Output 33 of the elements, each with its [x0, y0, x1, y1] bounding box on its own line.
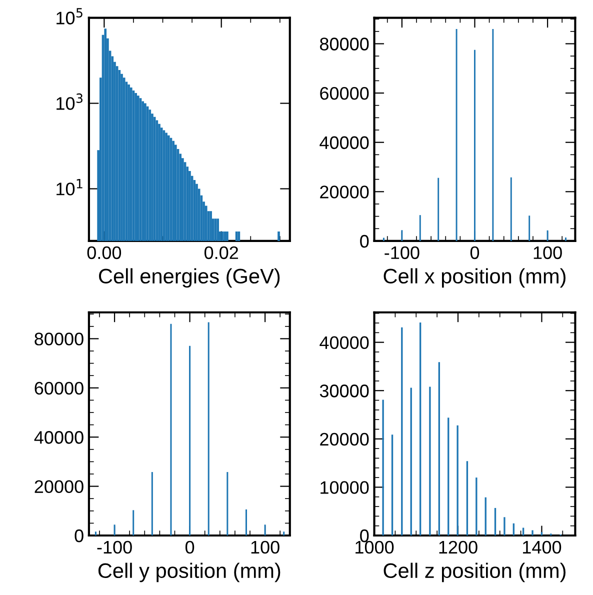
y-tick-label: 20000	[320, 186, 369, 198]
x-axis-title: Cell y position (mm)	[98, 562, 280, 582]
y-tick-label: 0	[74, 529, 84, 542]
y-tick-label: 80000	[34, 332, 84, 346]
x-tick-label: 100	[534, 246, 562, 260]
y-tick-label: 0	[360, 234, 369, 248]
x-tick-label: 0	[185, 540, 194, 554]
y-tick-label: 20000	[320, 432, 369, 446]
x-tick-label: 1200	[439, 540, 478, 554]
y-tick-label: 0	[360, 529, 369, 542]
y-tick-label: 60000	[320, 86, 369, 100]
y-tick-label: 40000	[34, 431, 84, 444]
x-tick-label: 0	[470, 246, 480, 260]
x-axis-title: Cell x position (mm)	[384, 268, 566, 288]
x-tick-label: 0.00	[87, 246, 122, 260]
y-tick-label: 60000	[34, 382, 84, 395]
x-tick-label: 0.02	[204, 246, 238, 260]
x-tick-label: -100	[384, 246, 420, 260]
x-tick-label: 100	[251, 540, 280, 554]
y-tick-label: 10$^{5}$	[56, 8, 82, 24]
x-tick-label: 1400	[523, 540, 562, 554]
y-tick-label: 20000	[34, 480, 84, 494]
y-tick-label: 80000	[320, 38, 369, 50]
y-tick-label: 30000	[320, 384, 369, 398]
x-tick-label: -100	[97, 540, 132, 554]
y-tick-label: 10$^{1}$	[56, 179, 82, 196]
y-tick-label: 10$^{3}$	[56, 93, 82, 110]
y-tick-label: 40000	[320, 136, 369, 150]
y-tick-label: 40000	[320, 336, 369, 350]
x-axis-title: Cell energies (GeV)	[99, 268, 280, 288]
y-tick-label: 10000	[320, 481, 369, 494]
x-axis-title: Cell z position (mm)	[384, 562, 566, 582]
x-tick-label: 1000	[356, 540, 394, 554]
